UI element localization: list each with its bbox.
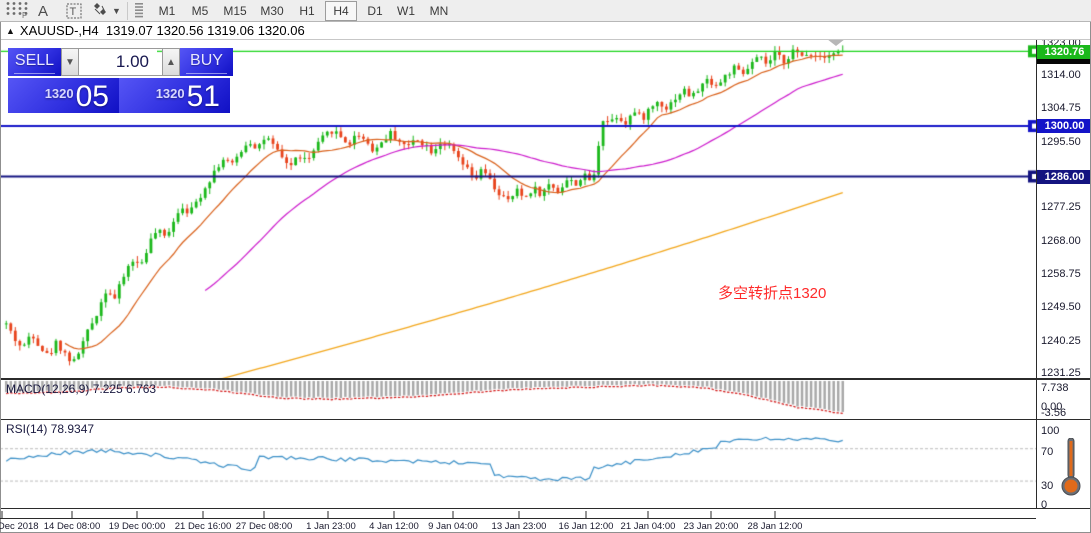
svg-text:F: F xyxy=(22,11,27,18)
svg-text:T: T xyxy=(70,6,77,18)
